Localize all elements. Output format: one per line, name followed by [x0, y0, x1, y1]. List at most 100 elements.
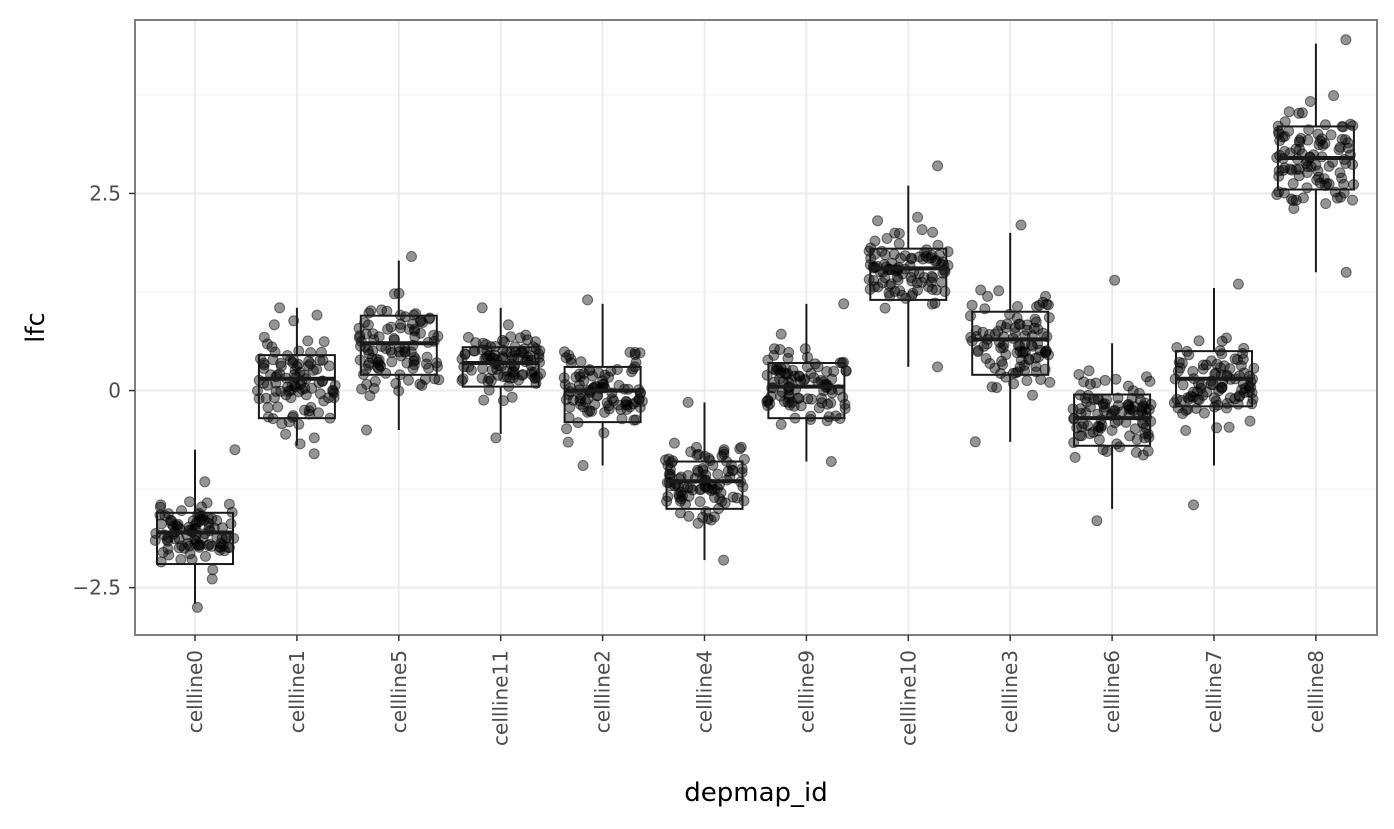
data-point	[991, 382, 1003, 394]
box-iqr	[461, 346, 540, 388]
data-point	[1091, 515, 1103, 527]
data-point	[415, 314, 427, 326]
data-point	[299, 404, 311, 416]
data-point	[917, 253, 929, 265]
data-point	[627, 363, 639, 375]
data-point	[980, 353, 992, 364]
data-point	[863, 273, 875, 285]
data-point	[969, 436, 981, 448]
data-point	[1087, 426, 1099, 438]
data-point	[287, 357, 299, 369]
data-point	[738, 453, 750, 465]
data-point	[685, 446, 697, 458]
data-point	[775, 328, 787, 340]
data-point	[380, 367, 392, 379]
y-tick-label: 2.5	[89, 181, 121, 205]
data-point	[715, 487, 727, 499]
data-point	[573, 379, 585, 391]
data-point	[782, 368, 794, 380]
data-point	[280, 428, 292, 440]
data-point	[1140, 403, 1152, 415]
data-point	[1037, 327, 1049, 339]
data-point	[929, 255, 941, 267]
data-point	[932, 361, 943, 373]
data-point	[1110, 373, 1122, 385]
y-axis-title: lfc	[21, 312, 51, 343]
data-point	[838, 298, 850, 310]
data-point	[403, 323, 415, 335]
data-point	[507, 372, 519, 384]
data-point	[872, 215, 884, 227]
data-point	[879, 272, 891, 284]
data-point	[176, 505, 187, 517]
data-point	[995, 368, 1007, 379]
data-point	[149, 534, 161, 546]
data-point	[666, 457, 678, 469]
data-point	[916, 224, 928, 236]
data-point	[1301, 182, 1313, 194]
data-point	[187, 515, 199, 527]
data-point	[1185, 390, 1197, 402]
grid-layer	[135, 20, 1377, 635]
data-point	[587, 370, 599, 382]
box-iqr	[156, 511, 234, 566]
data-point	[485, 375, 497, 387]
data-point	[1283, 125, 1295, 137]
data-point	[478, 394, 490, 406]
data-point	[270, 385, 282, 397]
data-point	[1027, 389, 1038, 401]
data-point	[1040, 346, 1052, 357]
data-point	[706, 483, 718, 495]
data-point	[668, 437, 680, 449]
data-point	[206, 513, 218, 524]
data-point	[420, 358, 432, 370]
data-point	[1295, 132, 1307, 144]
data-point	[385, 344, 397, 356]
data-point	[497, 334, 508, 346]
data-point	[283, 416, 295, 428]
data-point	[771, 362, 783, 373]
x-axis-title: depmap_id	[684, 778, 828, 808]
data-point	[816, 393, 828, 404]
data-point	[1200, 359, 1212, 371]
data-point	[697, 511, 709, 523]
data-point	[433, 374, 445, 386]
data-point	[782, 396, 794, 408]
data-point	[1023, 353, 1035, 365]
data-point	[1108, 405, 1120, 417]
data-point	[939, 286, 951, 297]
data-point	[675, 495, 686, 507]
data-point	[1287, 178, 1299, 190]
data-point	[899, 250, 911, 262]
data-point	[889, 286, 901, 297]
data-point	[407, 362, 419, 374]
data-point	[825, 456, 837, 467]
data-point	[1123, 403, 1135, 415]
data-point	[403, 374, 414, 386]
data-point	[308, 432, 320, 444]
data-point	[1314, 135, 1326, 147]
data-point	[535, 368, 547, 380]
data-point	[718, 554, 730, 566]
data-point	[490, 432, 502, 444]
data-point	[806, 393, 817, 405]
data-point	[374, 359, 386, 371]
data-point	[429, 373, 441, 385]
data-point	[620, 399, 632, 411]
data-point	[718, 444, 730, 456]
data-point	[993, 285, 1005, 297]
data-point	[726, 464, 738, 476]
data-point	[1035, 374, 1047, 385]
x-tick-label: cellline4	[693, 650, 717, 733]
data-point	[816, 397, 828, 409]
data-point	[837, 391, 849, 403]
data-point	[1293, 170, 1305, 182]
data-point	[1339, 134, 1351, 146]
x-tick-label: cellline11	[489, 650, 513, 746]
data-point	[1043, 312, 1055, 324]
data-point	[1000, 349, 1012, 361]
box-iqr	[767, 361, 846, 420]
data-point	[532, 371, 543, 383]
data-point	[608, 395, 620, 407]
data-point	[186, 554, 198, 565]
